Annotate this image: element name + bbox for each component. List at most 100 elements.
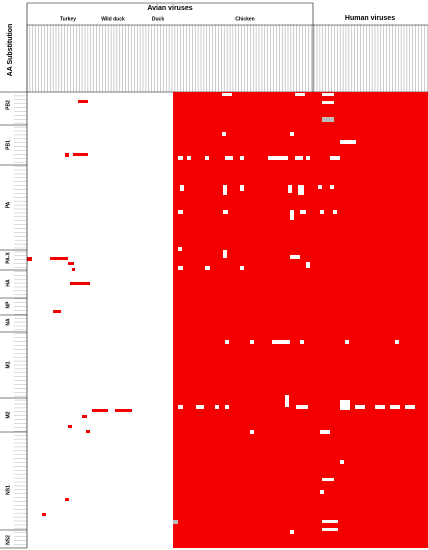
white-cell <box>272 340 290 344</box>
red-cell <box>70 282 90 285</box>
white-cell <box>355 405 365 409</box>
white-cell <box>205 156 209 160</box>
white-cell <box>178 405 183 409</box>
red-cell <box>68 425 72 428</box>
white-cell <box>285 395 289 407</box>
white-cell <box>290 132 294 136</box>
red-cell <box>50 257 68 260</box>
white-cell <box>330 185 334 189</box>
gene-label: HA <box>5 279 11 287</box>
white-cell <box>320 430 330 434</box>
white-cell <box>296 405 308 409</box>
red-cell <box>115 409 132 412</box>
gene-label: M2 <box>5 411 11 418</box>
white-cell <box>225 340 229 344</box>
white-cell <box>205 266 210 270</box>
white-cell <box>322 478 334 481</box>
white-cell <box>290 255 300 259</box>
red-cell <box>68 262 74 265</box>
group-label: Chicken <box>235 16 254 22</box>
white-cell <box>340 400 350 410</box>
white-cell <box>178 156 183 160</box>
gene-label: PA <box>5 201 11 208</box>
red-block <box>173 92 428 548</box>
white-cell <box>223 250 227 258</box>
white-cell <box>187 156 191 160</box>
white-cell <box>178 210 183 214</box>
white-cell <box>322 528 338 531</box>
gene-label: NS2 <box>5 535 11 545</box>
white-cell <box>320 490 324 494</box>
white-cell <box>340 140 356 144</box>
avian-label: Avian viruses <box>147 5 192 12</box>
white-cell <box>215 405 219 409</box>
gene-label: M1 <box>5 361 11 368</box>
white-cell <box>250 430 254 434</box>
white-cell <box>290 210 294 220</box>
white-cell <box>268 156 288 160</box>
white-cell <box>288 185 292 193</box>
red-cell <box>86 430 90 433</box>
gene-label: PA-X <box>5 252 11 264</box>
white-cell <box>240 156 244 160</box>
white-cell <box>240 266 244 270</box>
gene-label: NS1 <box>5 485 11 495</box>
white-cell <box>225 405 229 409</box>
red-cell <box>78 100 88 103</box>
white-cell <box>290 530 294 534</box>
white-cell <box>405 405 415 409</box>
white-cell <box>300 340 304 344</box>
white-cell <box>322 101 334 104</box>
white-cell <box>345 340 349 344</box>
grey-cell <box>173 520 178 524</box>
white-cell <box>222 93 232 96</box>
white-cell <box>306 262 310 268</box>
gene-label: NP <box>5 301 11 309</box>
white-cell <box>330 156 340 160</box>
red-cell <box>82 415 87 418</box>
white-cell <box>223 185 227 195</box>
red-cell <box>65 153 69 157</box>
gene-label: PB1 <box>5 140 11 150</box>
white-cell <box>178 266 183 270</box>
white-cell <box>333 210 337 214</box>
white-cell <box>178 247 182 251</box>
white-cell <box>295 93 305 96</box>
red-cell <box>92 409 108 412</box>
white-cell <box>298 185 304 195</box>
group-label: Duck <box>152 16 164 22</box>
white-cell <box>196 405 204 409</box>
white-cell <box>322 520 338 523</box>
gene-labels: PB2 PB1 PA PA-X HA NP NA M1 M2 NS1 NS2 <box>0 100 27 549</box>
red-cell <box>65 498 69 501</box>
white-cell <box>395 340 399 344</box>
cell-marks <box>27 93 415 534</box>
white-cell <box>180 185 184 191</box>
red-cell <box>73 153 88 156</box>
white-cell <box>225 156 233 160</box>
white-cell <box>222 132 226 136</box>
white-cell <box>318 185 322 189</box>
row-title: AA Substitution <box>7 24 14 77</box>
white-cell <box>250 340 254 344</box>
white-cell <box>375 405 385 409</box>
white-cell <box>223 210 228 214</box>
white-cell <box>320 210 324 214</box>
grey-cell <box>322 117 334 122</box>
red-cell <box>27 257 32 261</box>
red-cell <box>72 268 75 271</box>
white-cell <box>340 460 344 464</box>
red-cell <box>53 310 61 313</box>
white-cell <box>295 156 303 160</box>
group-label: Wild duck <box>101 16 125 22</box>
white-cell <box>240 185 244 191</box>
white-cell <box>300 210 306 214</box>
human-label: Human viruses <box>345 15 395 22</box>
white-cell <box>306 156 310 160</box>
gene-label: PB2 <box>5 100 11 110</box>
gene-label: NA <box>5 318 11 326</box>
white-cell <box>390 405 400 409</box>
red-cell <box>42 513 46 516</box>
white-cell <box>322 93 334 96</box>
